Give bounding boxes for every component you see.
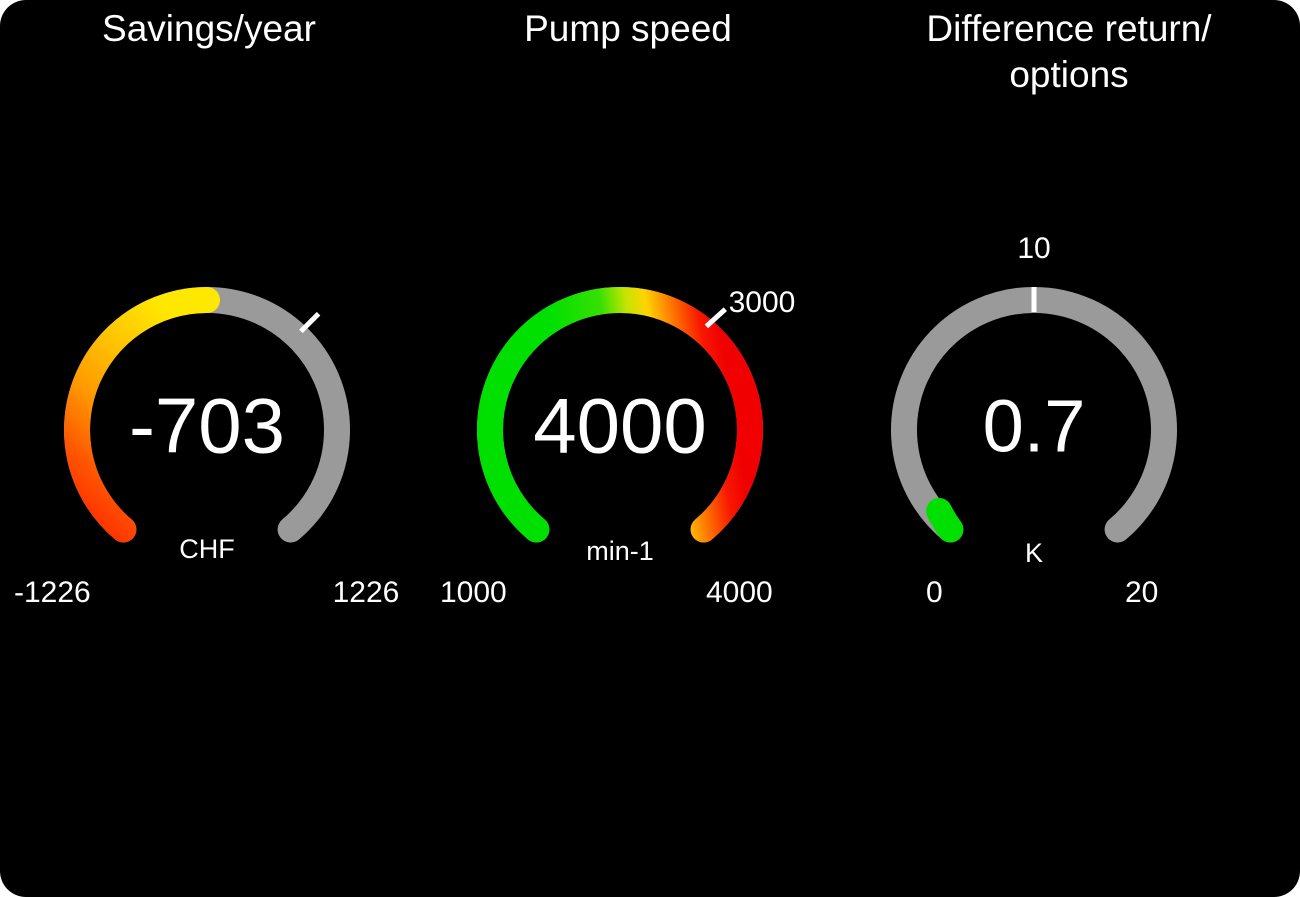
gauge-min-label: 0 [926,576,943,609]
gauge-graphic-difference-return-options: 10 0.7 K 0 20 [891,232,1177,609]
gauge-widget-savings-per-year: Savings/year -703 CHF -1226 1226 [0,0,418,897]
gauge-widget-pump-speed: Pump speed 3000 [418,0,838,897]
gauge-target-tick-label: 3000 [729,286,796,319]
gauge-graphic-savings-per-year: -703 CHF -1226 1226 [14,287,400,609]
gauge-unit-label: K [1025,538,1043,568]
gauge-min-label: 1000 [440,576,507,609]
gauge-target-tick [704,307,727,329]
gauge-value-arc [64,287,220,543]
gauge-value-arc [477,287,763,543]
gauge-title-difference-return-options: Difference return/ options [926,8,1212,95]
gauge-graphic-pump-speed: 3000 4000 min-1 1000 4000 [440,286,796,609]
gauge-target-tick-label: 10 [1017,232,1050,265]
gauge-max-label: 1226 [333,576,400,609]
gauge-max-label: 20 [1125,576,1158,609]
gauge-title-savings-per-year: Savings/year [102,8,316,49]
gauge-min-label: -1226 [14,576,91,609]
gauge-value-text: 0.7 [983,385,1086,468]
gauge-unit-label: CHF [179,534,235,564]
gauge-target-tick [299,311,321,334]
gauge-unit-label: min-1 [586,536,654,566]
gauge-value-text: 4000 [533,382,707,470]
gauge-widget-difference-return-options: Difference return/ options 10 0.7 K 0 20 [838,0,1300,897]
gauge-value-arc [926,498,964,543]
gauge-max-label: 4000 [706,576,773,609]
gauge-title-pump-speed: Pump speed [524,8,732,49]
gauge-value-text: -703 [129,382,285,470]
